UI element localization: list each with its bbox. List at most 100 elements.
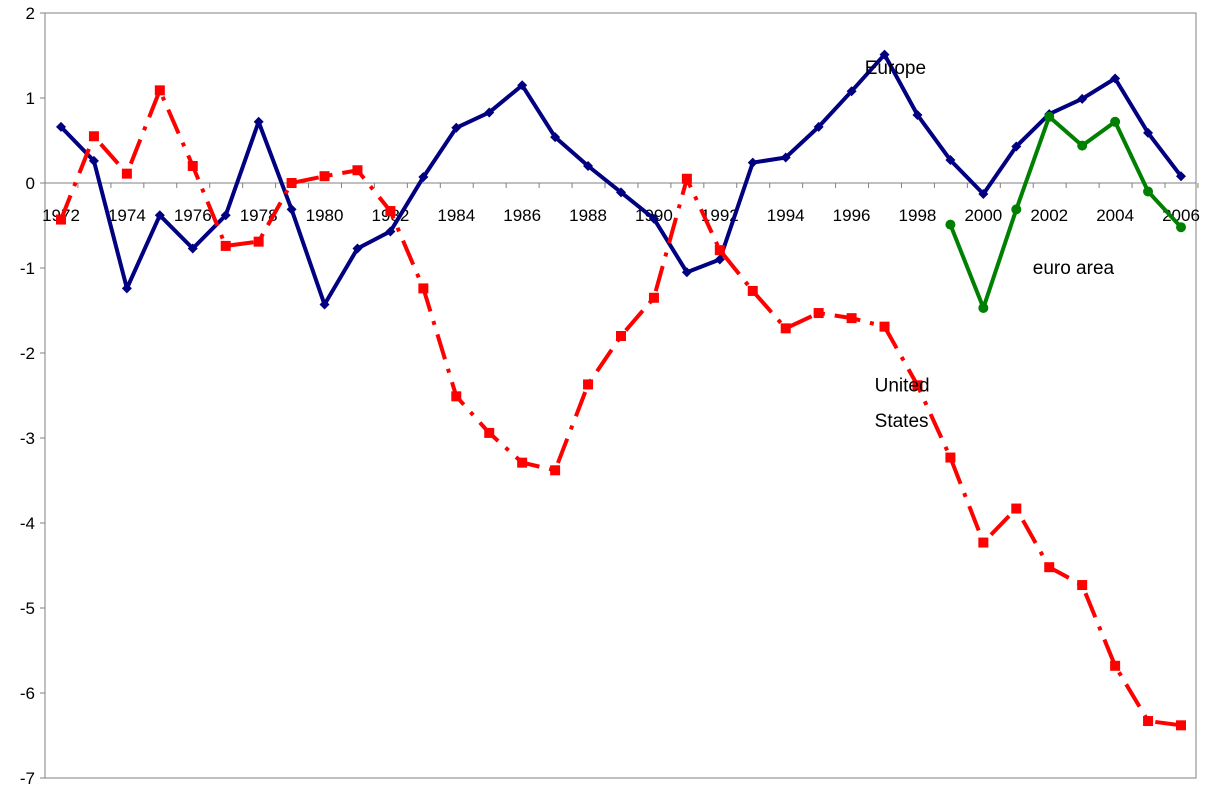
data-point-diamond [418,172,429,183]
x-tick-label: 1994 [767,206,805,225]
data-point-diamond [220,210,231,221]
data-point-diamond [780,152,791,163]
y-tick-label: -2 [20,344,35,363]
data-point-square [253,236,264,247]
data-point-diamond [451,122,462,133]
series-layer [56,49,1186,731]
data-point-square [550,465,561,476]
data-point-square [879,321,890,332]
data-point-diamond [681,267,692,278]
data-point-diamond [714,254,725,265]
data-point-diamond [517,80,528,91]
data-point-diamond [648,213,659,224]
x-tick-label: 2000 [964,206,1002,225]
data-point-square [517,457,528,468]
data-point-square [418,283,429,294]
x-tick-label: 2004 [1096,206,1134,225]
x-tick-label: 2006 [1162,206,1200,225]
data-point-diamond [154,210,165,221]
data-point-circle [945,219,956,230]
data-point-diamond [813,121,824,132]
y-tick-label: 0 [26,174,35,193]
data-point-square [1011,503,1022,514]
data-point-circle [978,302,989,313]
data-point-diamond [56,121,66,132]
data-point-square [1143,716,1154,727]
annotation-label: euro area [1033,258,1115,279]
data-point-diamond [1011,141,1022,152]
y-tick-label: -1 [20,259,35,278]
x-tick-label: 1978 [240,206,278,225]
data-point-square [451,391,462,402]
y-axis: 2 1 0 -1 -2 -3 -4 -5 -6 -7 [20,4,45,788]
data-point-square [583,379,594,390]
data-point-diamond [484,107,495,118]
data-point-square [813,308,824,319]
data-point-circle [1044,111,1055,122]
data-point-square [616,331,626,341]
series-line [948,114,1183,310]
series-united-states [56,85,1186,731]
data-point-square [352,165,363,176]
data-point-square [220,240,231,251]
data-point-square [385,206,396,217]
annotation-label: United [875,375,930,396]
x-tick-label: 1996 [833,206,871,225]
data-point-diamond [978,189,989,200]
data-point-square [846,313,857,324]
data-point-diamond [912,110,923,120]
data-point-diamond [286,204,297,215]
data-point-square [1110,660,1121,671]
data-point-diamond [187,243,198,254]
y-tick-label: -5 [20,599,35,618]
data-point-diamond [747,157,758,168]
data-point-diamond [385,226,396,237]
data-point-diamond [253,116,264,127]
data-point-diamond [319,299,330,310]
annotation-label: Europe [865,58,926,79]
data-point-square [747,285,758,296]
data-point-diamond [846,86,857,97]
x-tick-label: 2002 [1030,206,1068,225]
data-point-diamond [1077,93,1088,104]
data-point-square [286,178,297,188]
data-point-square [121,168,132,179]
data-point-diamond [550,132,561,143]
data-point-square [1044,562,1055,573]
data-point-square [681,173,692,184]
data-point-diamond [1110,73,1121,84]
x-tick-label: 1980 [306,206,344,225]
data-point-diamond [879,49,890,60]
x-tick-label: 1976 [174,206,212,225]
y-tick-label: -6 [20,684,35,703]
data-point-square [154,85,165,96]
data-point-square [319,171,330,182]
series-euro-area [945,111,1186,313]
data-point-diamond [945,155,956,166]
data-point-circle [1143,186,1154,197]
plot-area-frame [44,12,1197,779]
data-point-diamond [121,283,132,294]
y-tick-label: -4 [20,514,35,533]
data-point-square [88,131,99,142]
series-line [59,52,1183,307]
data-point-circle [1077,140,1088,151]
data-point-diamond [583,161,594,171]
data-point-circle [1176,222,1186,233]
data-point-square [1176,720,1186,731]
x-tick-label: 1992 [701,206,739,225]
data-point-square [714,245,725,256]
x-tick-label: 1988 [569,206,607,225]
data-point-diamond [1143,127,1154,138]
y-tick-label: -7 [20,769,35,788]
x-tick-label: 1984 [437,206,475,225]
x-tick-label: 1974 [108,206,146,225]
data-point-square [1077,580,1088,591]
data-point-square [187,161,198,171]
y-tick-label: 2 [26,4,35,23]
data-point-diamond [88,155,99,166]
series-line [59,88,1182,728]
data-point-square [484,427,495,438]
annotation-layer: Europe euro area United States [865,58,1115,432]
